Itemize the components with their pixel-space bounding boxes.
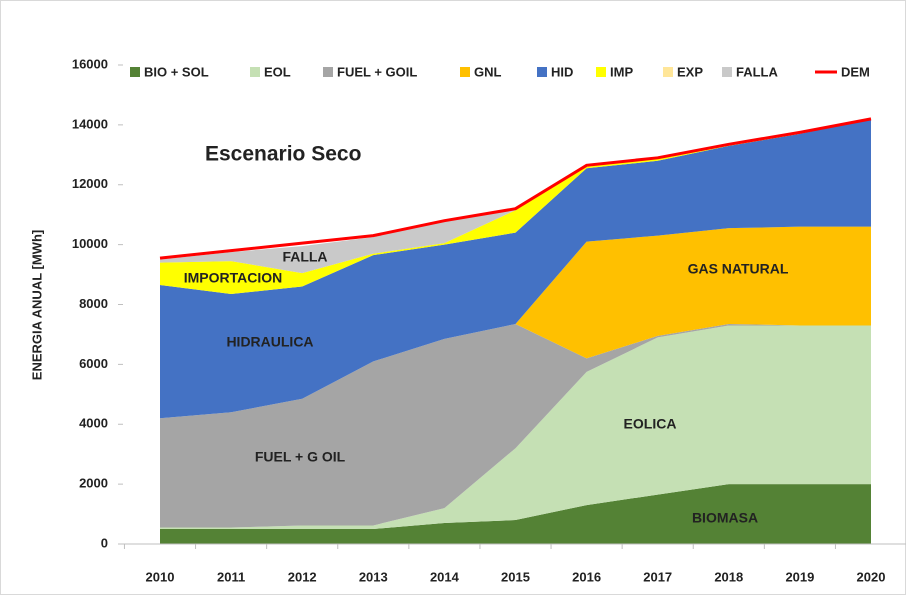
annotation: HIDRAULICA [226, 334, 313, 350]
legend-label: FUEL + GOIL [337, 64, 417, 79]
x-tick-label: 2019 [785, 569, 814, 584]
x-tick-label: 2017 [643, 569, 672, 584]
legend-marker [460, 67, 470, 77]
y-tick-label: 16000 [72, 56, 108, 71]
legend-label: EOL [264, 64, 291, 79]
x-tick-label: 2020 [857, 569, 886, 584]
legend-label: HID [551, 64, 573, 79]
legend-label: DEM [841, 64, 870, 79]
area [160, 118, 871, 295]
legend-marker [323, 67, 333, 77]
legend-label: FALLA [736, 64, 778, 79]
x-tick-label: 2014 [430, 569, 460, 584]
x-tick-label: 2015 [501, 569, 530, 584]
annotation: GAS NATURAL [688, 261, 789, 277]
legend-marker [722, 67, 732, 77]
area [160, 325, 871, 530]
annotation: BIOMASA [692, 510, 758, 526]
legend-marker [596, 67, 606, 77]
y-tick-label: 14000 [72, 116, 108, 131]
y-tick-label: 12000 [72, 176, 108, 191]
y-tick-label: 8000 [79, 296, 108, 311]
x-tick-label: 2013 [359, 569, 388, 584]
area [160, 118, 871, 274]
legend-label: GNL [474, 64, 502, 79]
y-tick-label: 10000 [72, 236, 108, 251]
area [160, 323, 871, 528]
legend-label: BIO + SOL [144, 64, 209, 79]
legend-marker [663, 67, 673, 77]
legend-label: IMP [610, 64, 633, 79]
area [160, 226, 871, 419]
area [160, 118, 871, 419]
y-tick-label: 4000 [79, 416, 108, 431]
annotation: EOLICA [624, 416, 677, 432]
annotation: IMPORTACION [184, 270, 283, 286]
legend-marker [130, 67, 140, 77]
annotation: FUEL + G OIL [255, 449, 346, 465]
line [159, 117, 872, 260]
y-tick-label: 0 [101, 535, 108, 550]
x-tick-label: 2010 [146, 569, 175, 584]
legend-marker [537, 67, 547, 77]
annotation: FALLA [282, 249, 327, 265]
x-tick-label: 2012 [288, 569, 317, 584]
x-tick-label: 2018 [714, 569, 743, 584]
legend-marker [250, 67, 260, 77]
y-axis-label: ENERGIA ANUAL [MWh] [29, 230, 44, 380]
y-tick-label: 6000 [79, 356, 108, 371]
y-tick-label: 2000 [79, 476, 108, 491]
plot: 0 2000 4000 6000 8000 10000 12000 14000 16000 201… [72, 56, 906, 584]
legend-label: EXP [677, 64, 703, 79]
x-tick-label: 2011 [217, 569, 245, 584]
x-tick-label: 2016 [572, 569, 601, 584]
chart-title: Escenario Seco [205, 143, 361, 166]
